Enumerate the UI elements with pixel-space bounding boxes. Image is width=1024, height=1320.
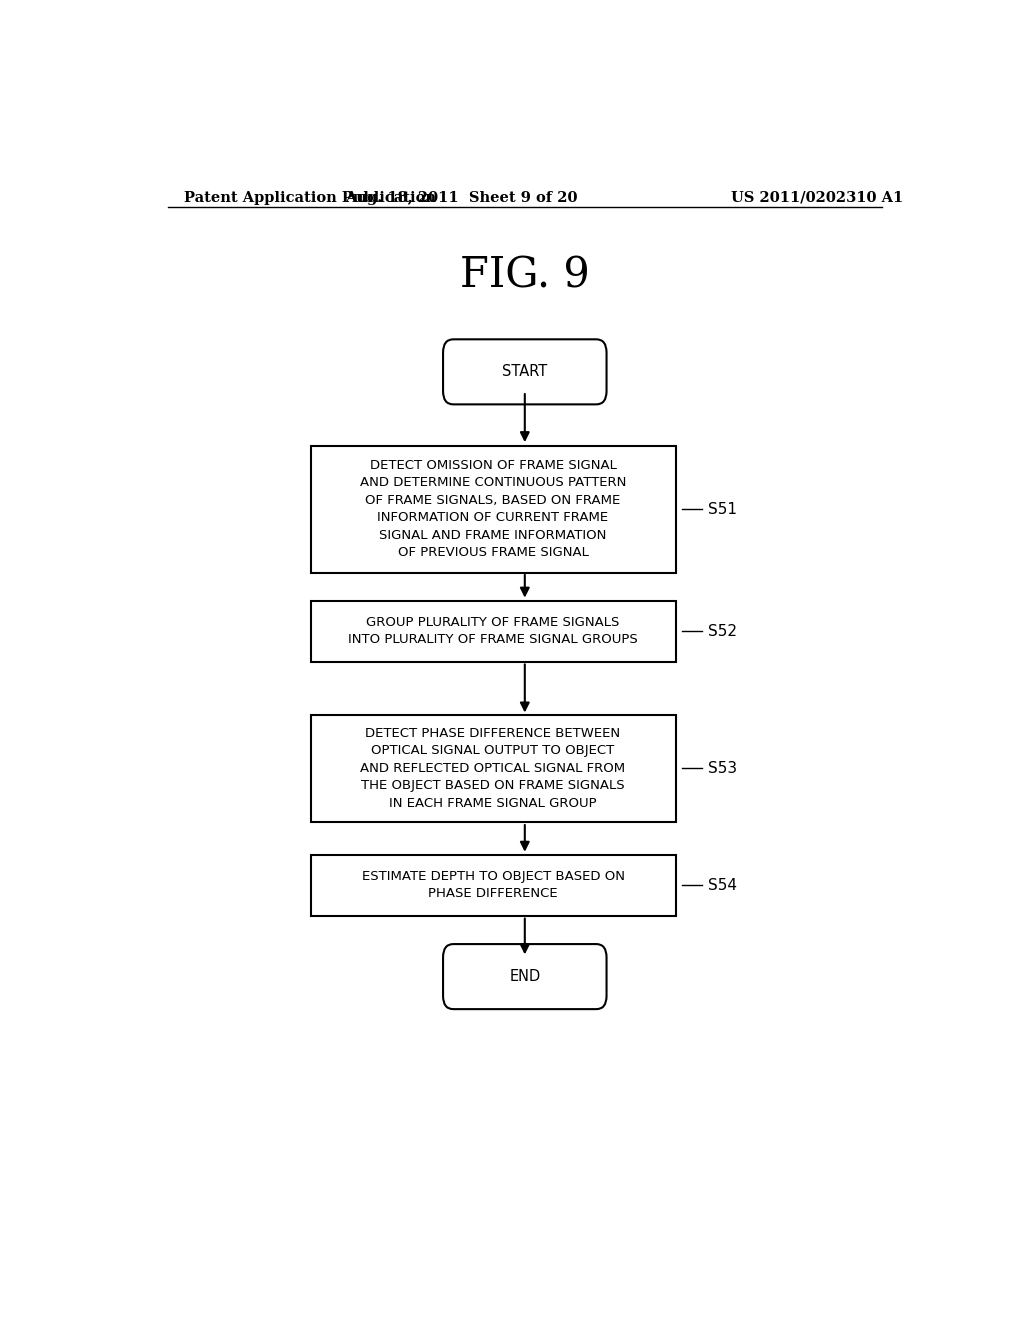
Text: US 2011/0202310 A1: US 2011/0202310 A1 — [731, 191, 903, 205]
FancyBboxPatch shape — [310, 854, 676, 916]
FancyBboxPatch shape — [443, 944, 606, 1008]
Text: Patent Application Publication: Patent Application Publication — [183, 191, 435, 205]
Text: DETECT OMISSION OF FRAME SIGNAL
AND DETERMINE CONTINUOUS PATTERN
OF FRAME SIGNAL: DETECT OMISSION OF FRAME SIGNAL AND DETE… — [359, 459, 627, 560]
Text: Aug. 18, 2011  Sheet 9 of 20: Aug. 18, 2011 Sheet 9 of 20 — [345, 191, 578, 205]
Text: DETECT PHASE DIFFERENCE BETWEEN
OPTICAL SIGNAL OUTPUT TO OBJECT
AND REFLECTED OP: DETECT PHASE DIFFERENCE BETWEEN OPTICAL … — [360, 727, 626, 809]
Text: S53: S53 — [709, 760, 737, 776]
Text: S54: S54 — [709, 878, 737, 892]
FancyBboxPatch shape — [310, 601, 676, 661]
Text: S52: S52 — [709, 623, 737, 639]
FancyBboxPatch shape — [310, 715, 676, 821]
Text: S51: S51 — [709, 502, 737, 516]
Text: FIG. 9: FIG. 9 — [460, 255, 590, 297]
Text: END: END — [509, 969, 541, 985]
Text: ESTIMATE DEPTH TO OBJECT BASED ON
PHASE DIFFERENCE: ESTIMATE DEPTH TO OBJECT BASED ON PHASE … — [361, 870, 625, 900]
Text: GROUP PLURALITY OF FRAME SIGNALS
INTO PLURALITY OF FRAME SIGNAL GROUPS: GROUP PLURALITY OF FRAME SIGNALS INTO PL… — [348, 615, 638, 647]
Text: START: START — [502, 364, 548, 379]
FancyBboxPatch shape — [443, 339, 606, 404]
FancyBboxPatch shape — [310, 446, 676, 573]
